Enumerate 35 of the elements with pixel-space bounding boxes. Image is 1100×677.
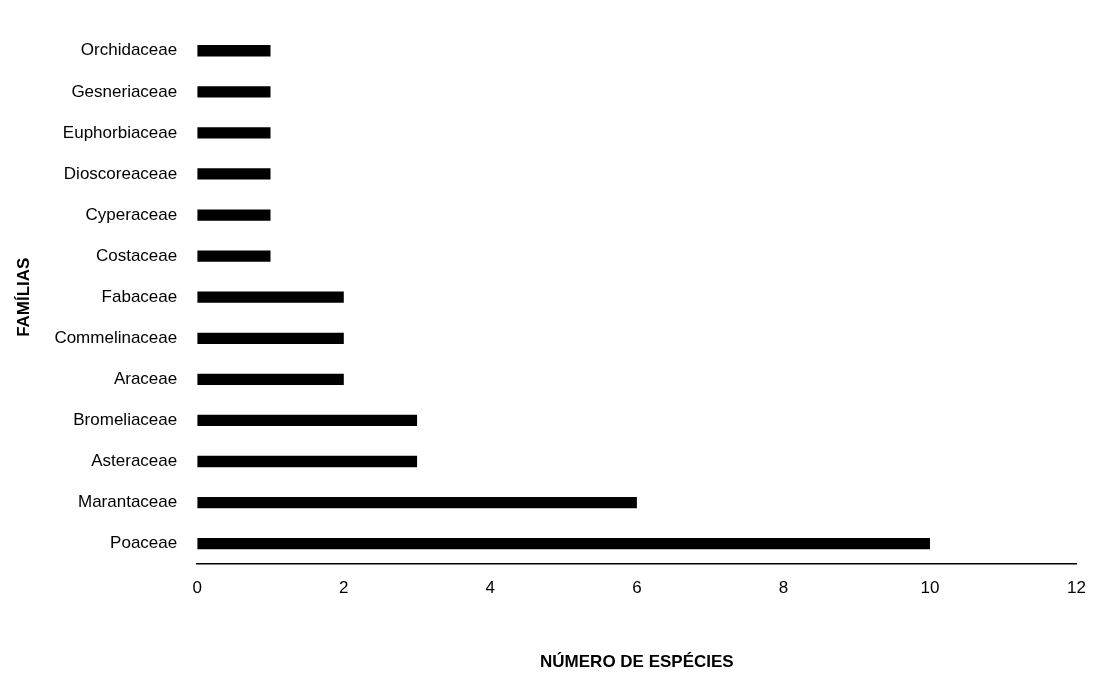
y-tick-label: Euphorbiaceae — [62, 122, 178, 142]
x-tick-label: 2 — [339, 578, 349, 598]
y-tick-label: Costaceae — [95, 245, 178, 265]
bar — [197, 168, 271, 180]
y-tick-label: Cyperaceae — [85, 204, 178, 224]
y-tick-label: Poaceae — [110, 533, 178, 553]
y-tick-label: Orchidaceae — [80, 40, 178, 60]
y-axis-title: FAMÍLIAS — [13, 257, 33, 337]
x-tick-label: 12 — [1067, 578, 1087, 598]
y-tick-label: Araceae — [113, 369, 178, 389]
x-tick-label: 10 — [920, 578, 940, 598]
bar — [197, 86, 271, 98]
y-tick-label: Marantaceae — [78, 492, 178, 512]
y-tick-label: Dioscoreaceae — [63, 163, 178, 183]
bar — [197, 455, 418, 468]
bar — [197, 332, 344, 344]
y-tick-label: Commelinaceae — [54, 327, 178, 347]
bar — [197, 127, 271, 139]
bar — [197, 496, 637, 509]
bar — [197, 291, 344, 303]
y-tick-label: Fabaceae — [101, 286, 178, 306]
bar — [197, 209, 271, 221]
bar — [197, 414, 418, 427]
bar — [197, 373, 344, 385]
bar — [197, 250, 271, 262]
y-tick-label: Gesneriaceae — [71, 81, 178, 101]
bar — [197, 538, 930, 550]
y-tick-label: Bromeliaceae — [73, 410, 178, 430]
x-tick-label: 8 — [778, 578, 789, 598]
x-tick-label: 0 — [192, 578, 202, 598]
bar — [197, 45, 271, 57]
x-axis-title: NÚMERO DE ESPÉCIES — [540, 652, 734, 672]
x-tick-label: 6 — [632, 578, 642, 598]
x-tick-label: 4 — [485, 578, 496, 598]
y-tick-label: Asteraceae — [91, 451, 178, 471]
